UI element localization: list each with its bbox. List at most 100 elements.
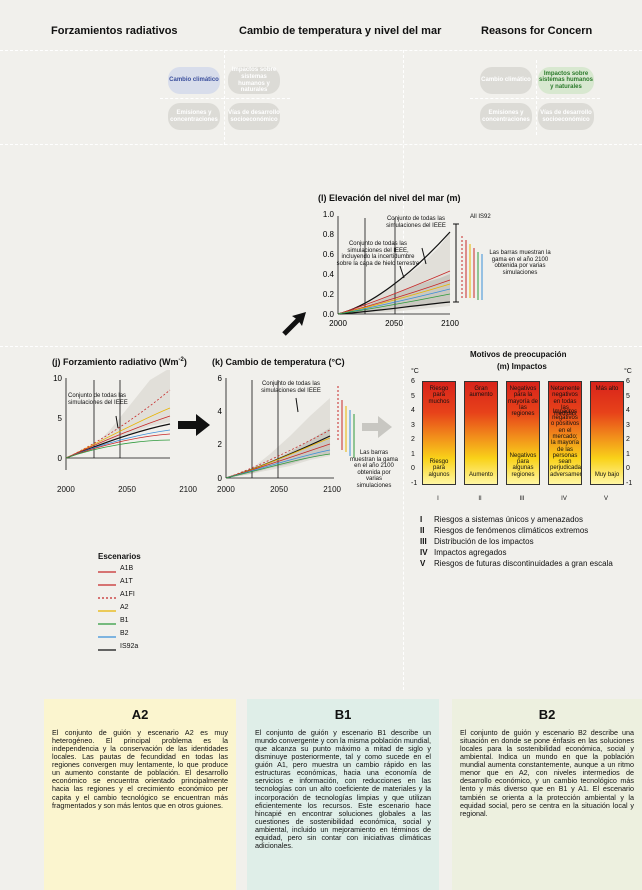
- panel-k-chart: 0 2 4 6: [218, 374, 355, 483]
- tick: 0.2: [323, 290, 335, 299]
- grid-line-lower: [0, 346, 642, 347]
- scenario-a2-box: A2 El conjunto de guión y escenario A2 e…: [44, 699, 236, 890]
- rfc-column: Más alto Muy bajo: [590, 381, 624, 485]
- svg-text:2050: 2050: [385, 319, 403, 328]
- sea-level-bars: [453, 223, 483, 303]
- arrow-to-sea-level-icon: [282, 312, 306, 336]
- panel-j-chart: 0 5 10: [53, 370, 171, 470]
- rfc-column: Netamente negativos en todas las medidas…: [548, 381, 582, 485]
- rfc-list-item: V Riesgos de futuras discontinuidades a g…: [420, 559, 613, 568]
- diagram-right-cross-h: [470, 98, 600, 99]
- scenario-b2-box: B2 El conjunto de guión y escenario B2 d…: [452, 699, 642, 890]
- rfc-ytick: 3: [411, 421, 415, 429]
- legend-item: B2: [98, 630, 198, 642]
- rfc-ytick: 0: [626, 465, 630, 472]
- rfc-ytick: 1: [626, 450, 630, 458]
- panel-m-unit-right: °C: [624, 368, 632, 375]
- scenario-b1-title: B1: [334, 707, 352, 722]
- tick: 2100: [323, 485, 341, 494]
- rfc-column: Riesgo para muchos Riesgo para algunos: [422, 381, 456, 485]
- tick: 2100: [179, 485, 197, 494]
- rfc-column: Gran aumento Aumento: [464, 381, 498, 485]
- panel-j-title: (j) Forzamiento radiativo (Wm-2): [52, 357, 187, 367]
- scenario-b1-text: El conjunto de guión y escenario B1 desc…: [255, 728, 431, 850]
- rfc-column-top-label: Riesgo para muchos: [428, 386, 450, 405]
- panel-j-annotation: Conjunto de todas las simulaciones del I…: [68, 393, 128, 406]
- tick: 0.0: [323, 310, 335, 319]
- forcing-envelope: [66, 370, 170, 459]
- legend-item: A1B: [98, 565, 198, 577]
- legend-swatch: [98, 610, 116, 612]
- tick: 1.0: [323, 210, 335, 219]
- scenario-b2-title: B2: [538, 707, 556, 722]
- svg-text:2000: 2000: [329, 319, 347, 328]
- panel-m-title2: (m) Impactos: [497, 362, 547, 371]
- arrow-right-grey-icon: [362, 416, 392, 438]
- pill-impacts-right: Impactos sobre sistemas humanos y natura…: [538, 67, 594, 94]
- panel-k-title: (k) Cambio de temperatura (°C): [212, 357, 345, 367]
- tick: 0.4: [323, 270, 335, 279]
- legend-title: Escenarios: [98, 552, 141, 561]
- rfc-column-top-label: Netamente negativos en todas las medidas: [550, 386, 580, 418]
- sea-level-envelope-inner: [338, 274, 450, 314]
- pill-impacts: Impactos sobre sistemas humanos y natura…: [228, 67, 280, 94]
- legend-label: A1T: [120, 578, 133, 585]
- rfc-column-bottom-label: Impactos negativos o positivos en el mer…: [550, 408, 582, 478]
- tick: 0.6: [323, 250, 335, 259]
- rfc-column-top-label: Gran aumento: [469, 386, 493, 399]
- legend-label: A1B: [120, 565, 134, 572]
- arrow-right-icon: [178, 414, 210, 436]
- legend-swatch: [98, 571, 116, 573]
- forcing-arrow: [115, 415, 119, 429]
- panel-m-unit-left: °C: [411, 368, 419, 375]
- svg-text:0: 0: [58, 454, 63, 463]
- grid-line-mid: [0, 144, 642, 145]
- svg-text:6: 6: [218, 374, 223, 383]
- panel-l-chart: 0.0 0.2 0.4 0.6 0.8 1.0 2000 2050 2100: [323, 210, 483, 328]
- rfc-column-roman: IV: [561, 496, 567, 502]
- sea-level-arrow-2: [399, 265, 405, 279]
- rfc-ytick: -1: [626, 479, 633, 487]
- tick: 2050: [270, 485, 288, 494]
- panel-j-xticks: 2000 2050 2100: [57, 485, 197, 494]
- legend-item: A1FI: [98, 591, 198, 603]
- scenario-b1-box: B1 El conjunto de guión y escenario B1 d…: [247, 699, 439, 890]
- panel-l-annotation-2: Conjunto de todas las simulaciones del I…: [336, 241, 420, 267]
- legend-swatch: [98, 584, 116, 586]
- panel-l-annotation-1: Conjunto de todas las simulaciones del I…: [386, 216, 446, 229]
- temperature-b1: [225, 453, 331, 479]
- rfc-ytick: 4: [626, 407, 630, 414]
- temperature-bars: [337, 386, 355, 458]
- rfc-columns: Riesgo para muchos Riesgo para algunos I Gr…: [422, 381, 624, 511]
- legend-swatch: [98, 649, 116, 651]
- rfc-list-item: IV Impactos agregados: [420, 548, 507, 557]
- legend-item: A1T: [98, 578, 198, 590]
- rfc-column-roman: I: [437, 496, 439, 502]
- tick: 0.8: [323, 230, 335, 239]
- sea-level-arrow-1: [421, 247, 427, 265]
- legend-swatch: [98, 623, 116, 625]
- header-reasons-for-concern: Reasons for Concern: [481, 25, 593, 37]
- rfc-column: Negativos para la mayoría de las regione…: [506, 381, 540, 485]
- legend-swatch: [98, 597, 116, 599]
- diagram-left-cross-h: [160, 98, 290, 99]
- rfc-column-roman: V: [603, 496, 608, 502]
- scenario-a2-text: El conjunto de guión y escenario A2 es m…: [52, 728, 228, 810]
- panel-k-annotation: Conjunto de todas las simulaciones del I…: [261, 381, 321, 394]
- legend: A1B A1T A1FI A2 B1 B2 IS92a: [98, 565, 198, 655]
- legend-label: IS92a: [120, 643, 139, 650]
- rfc-ytick: 4: [411, 407, 415, 414]
- sea-level-xticks: 2000 2050 2100: [329, 319, 459, 328]
- pill-emissions: Emisiones y concentraciones: [168, 103, 220, 130]
- svg-text:2: 2: [218, 440, 223, 449]
- panel-k-bars-note: Las barras muestran la gama en el año 21…: [349, 450, 399, 489]
- rfc-list: I Riesgos a sistemas únicos y amenazados I…: [420, 514, 613, 569]
- rfc-list-item: I Riesgos a sistemas únicos y amenazados: [420, 515, 583, 524]
- rfc-ytick: 1: [411, 450, 415, 458]
- rfc-ytick: 6: [626, 378, 630, 385]
- rfc-list-item: III Distribución de los impactos: [420, 537, 534, 546]
- tick: 2050: [118, 485, 136, 494]
- rfc-ytick: 2: [626, 436, 630, 443]
- svg-text:2100: 2100: [441, 319, 459, 328]
- temperature-yticks: 0 2 4 6: [218, 374, 223, 483]
